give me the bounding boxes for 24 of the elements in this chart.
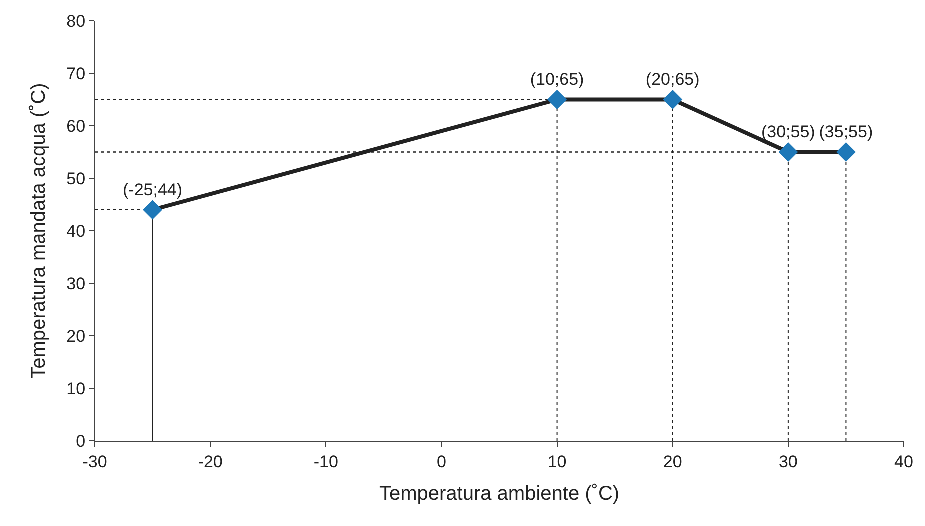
y-tick-label: 30 xyxy=(66,274,86,294)
data-label: (-25;44) xyxy=(123,180,183,200)
x-tick-label: -20 xyxy=(198,452,223,472)
data-label: (20;65) xyxy=(646,70,700,90)
y-tick-label: 10 xyxy=(66,379,86,398)
y-tick-label: 60 xyxy=(66,116,86,136)
x-tick-label: 20 xyxy=(663,452,682,472)
y-tick-label: 80 xyxy=(66,12,86,31)
y-tick-label: 0 xyxy=(76,432,86,451)
x-tick-label: -30 xyxy=(82,452,108,472)
y-tick-label: 40 xyxy=(66,222,86,241)
x-tick-label: 0 xyxy=(436,452,446,472)
data-label: (10;65) xyxy=(530,70,584,90)
x-tick-label: 10 xyxy=(548,452,567,472)
y-tick-label: 20 xyxy=(66,326,86,346)
x-tick-label: 40 xyxy=(894,452,914,472)
y-tick-label: 70 xyxy=(66,64,86,84)
y-tick-label: 50 xyxy=(66,169,86,188)
x-tick-label: 30 xyxy=(778,452,798,472)
x-tick-label: -10 xyxy=(314,452,338,472)
y-axis-title: Temperatura mandata acqua (˚C) xyxy=(28,83,50,379)
data-label: (30;55) xyxy=(761,122,816,142)
data-label: (35;55) xyxy=(819,122,874,142)
x-axis-title: Temperatura ambiente (˚C) xyxy=(379,482,620,505)
